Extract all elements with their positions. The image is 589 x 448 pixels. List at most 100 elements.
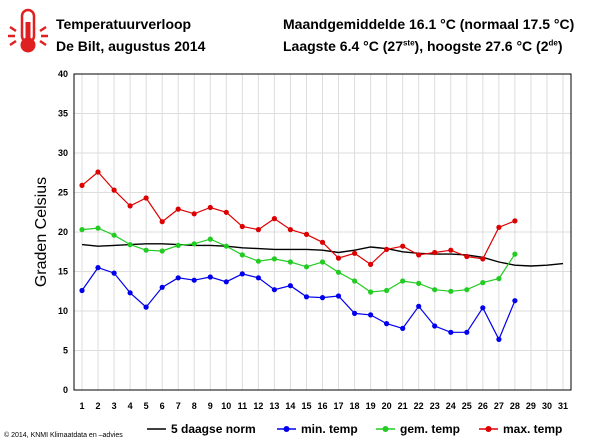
x-tick-label: 24 [446,401,456,411]
x-tick-label: 6 [160,401,165,411]
extremes-highest-sup: de [548,38,558,48]
x-tick-label: 5 [144,401,149,411]
x-tick-label: 31 [558,401,568,411]
point-min [400,325,406,331]
point-min [303,294,310,300]
point-max [255,227,261,233]
point-gem [159,248,165,254]
point-max [400,243,406,249]
x-tick-label: 1 [80,401,85,411]
point-min [512,298,518,304]
x-tick-label: 21 [398,401,408,411]
x-tick-label: 11 [238,401,248,411]
point-gem [432,287,438,293]
point-max [271,216,277,222]
point-gem [368,289,374,295]
legend-item-norm: 5 daagse norm [147,422,256,436]
point-gem [384,287,390,294]
point-min [335,293,342,299]
point-max [127,203,133,209]
copyright: © 2014, KNMI Klimaatdata en –advies [4,432,123,439]
x-tick-label: 3 [112,401,117,411]
point-gem [271,256,277,262]
point-gem [127,242,133,248]
point-min [127,290,133,296]
legend: 5 daagse norm min. temp gem. temp max. t… [147,422,562,436]
x-tick-label: 15 [301,401,311,411]
x-axis-ticks: 1 2 3 4 5 6 7 8 9 10 11 12 13 14 15 16 17 18 19 20 21 22 23 24 2… [80,401,568,411]
x-tick-label: 22 [414,401,424,411]
point-gem [464,287,470,293]
point-gem [143,247,149,253]
x-tick-label: 9 [208,401,213,411]
point-gem [480,280,486,286]
legend-label-max: max. temp [503,422,562,436]
point-gem [303,264,310,270]
point-gem [255,258,261,264]
x-tick-label: 30 [542,401,552,411]
point-max [335,255,342,261]
month-average: Maandgemiddelde 16.1 °C (normaal 17.5 °C… [283,16,575,32]
point-min [255,275,261,281]
point-max [496,224,502,230]
point-min [416,303,422,309]
point-max [191,211,197,217]
chart-title: Temperatuurverloop [56,16,192,32]
point-min [287,283,293,289]
plot-area-frame [73,73,572,391]
point-max [464,253,470,260]
series-max [79,169,518,267]
point-min [223,279,229,285]
point-min [159,284,165,290]
point-max [368,261,374,267]
point-min [319,295,326,301]
point-min [368,312,374,318]
point-gem [207,236,213,242]
extremes-close: ) [557,38,563,54]
point-min [448,329,454,335]
point-gem [416,280,422,286]
y-axis-ticks: 0 5 10 15 20 25 30 35 40 [58,69,68,395]
x-tick-label: 2 [96,401,101,411]
series-gem [79,225,518,295]
x-tick-label: 8 [192,401,197,411]
series-layer [79,169,564,342]
extremes-lowest-sup: ste [402,38,415,48]
x-tick-label: 17 [334,401,344,411]
point-max [95,169,101,175]
x-tick-label: 25 [462,401,472,411]
extremes-lowest: Laagste 6.4 °C (27 [283,38,403,54]
point-gem [448,288,454,294]
series-line-min [81,266,516,341]
point-max [432,249,438,256]
x-tick-label: 29 [526,401,536,411]
point-gem [287,259,293,265]
point-min [464,329,470,335]
x-tick-label: 12 [253,401,263,411]
y-tick-label: 40 [58,69,68,79]
point-max [416,252,422,258]
extremes-sep: ), hoogste 27.6 °C (2 [414,38,549,54]
chart-subtitle: De Bilt, augustus 2014 [56,38,206,54]
series-min [79,265,518,342]
x-tick-label: 10 [221,401,231,411]
y-tick-label: 30 [58,148,68,158]
point-max [111,187,117,193]
legend-label-norm: 5 daagse norm [171,422,256,436]
point-max [175,206,181,212]
y-axis-label: Graden Celsius [33,177,50,287]
point-min [207,274,213,280]
x-tick-label: 19 [366,401,376,411]
point-gem [239,252,245,258]
x-tick-label: 18 [350,401,360,411]
point-max [480,256,486,262]
point-min [352,310,358,316]
y-tick-label: 0 [63,385,68,395]
point-min [191,277,197,283]
point-min [143,304,149,310]
x-tick-label: 14 [285,401,295,411]
point-min [271,287,277,293]
point-max [303,231,310,237]
point-gem [95,225,101,231]
point-min [111,270,117,276]
